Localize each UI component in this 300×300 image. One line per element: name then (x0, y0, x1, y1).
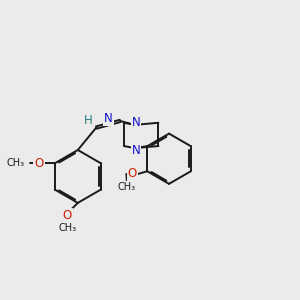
Text: CH₃: CH₃ (117, 182, 135, 192)
Text: N: N (104, 112, 112, 125)
Text: N: N (132, 144, 140, 157)
Text: O: O (63, 208, 72, 221)
Text: N: N (132, 116, 140, 129)
Text: O: O (34, 157, 44, 170)
Text: H: H (84, 114, 93, 128)
Text: CH₃: CH₃ (59, 223, 77, 233)
Text: O: O (128, 167, 137, 180)
Text: CH₃: CH₃ (6, 158, 25, 168)
